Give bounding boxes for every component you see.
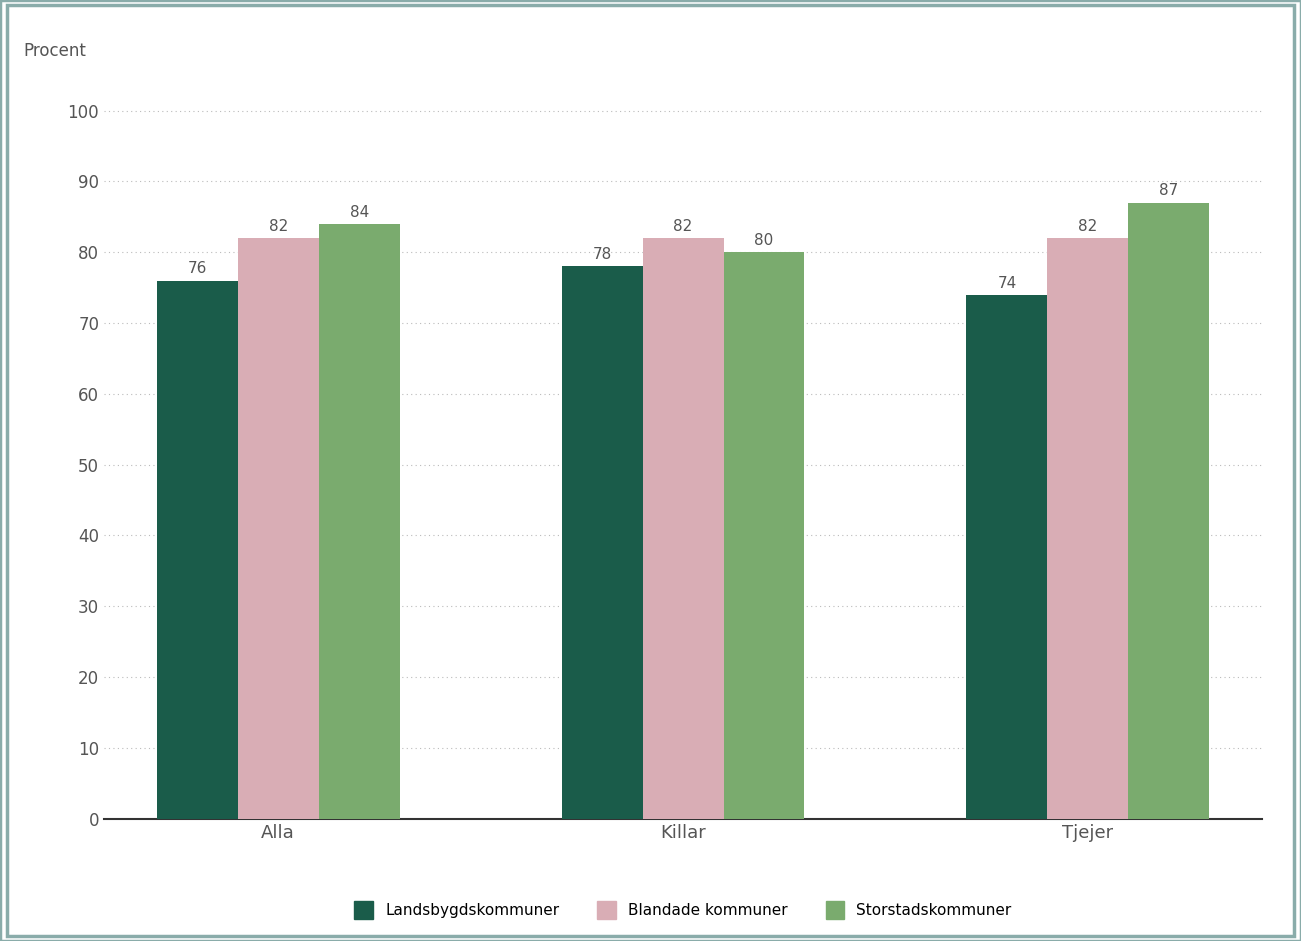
Text: 78: 78 bbox=[592, 247, 611, 263]
Text: 80: 80 bbox=[755, 233, 774, 248]
Bar bbox=[319, 224, 399, 819]
Bar bbox=[562, 266, 643, 819]
Bar bbox=[238, 238, 319, 819]
Bar bbox=[156, 280, 238, 819]
Bar bbox=[1047, 238, 1128, 819]
Text: 87: 87 bbox=[1159, 183, 1179, 199]
Text: Procent: Procent bbox=[23, 42, 86, 60]
Bar bbox=[723, 252, 804, 819]
Text: 82: 82 bbox=[674, 219, 692, 234]
Text: 84: 84 bbox=[350, 205, 368, 219]
Text: 74: 74 bbox=[998, 276, 1016, 291]
Text: 76: 76 bbox=[187, 262, 207, 277]
Legend: Landsbygdskommuner, Blandade kommuner, Storstadskommuner: Landsbygdskommuner, Blandade kommuner, S… bbox=[347, 893, 1019, 927]
Bar bbox=[1128, 202, 1210, 819]
Bar bbox=[967, 295, 1047, 819]
Text: 82: 82 bbox=[268, 219, 288, 234]
Text: 82: 82 bbox=[1079, 219, 1098, 234]
Bar bbox=[643, 238, 723, 819]
